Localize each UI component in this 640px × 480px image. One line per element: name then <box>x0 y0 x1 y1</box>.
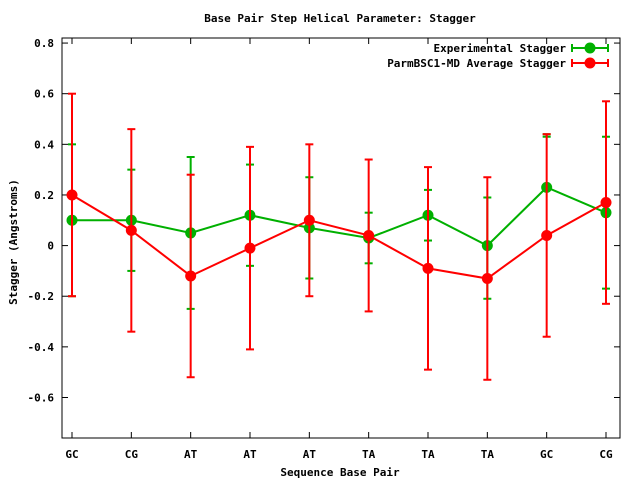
y-tick-label: -0.6 <box>28 391 55 404</box>
series-line <box>71 194 607 280</box>
data-point <box>481 273 493 285</box>
x-ticks: GC CG AT AT AT TA TA TA GC CG <box>65 38 613 461</box>
y-axis-label: Stagger (Angstroms) <box>7 179 20 305</box>
chart-title: Base Pair Step Helical Parameter: Stagge… <box>204 12 476 25</box>
x-tick-label: TA <box>481 448 495 461</box>
x-tick-label: GC <box>65 448 78 461</box>
data-point <box>303 214 315 226</box>
data-point <box>422 262 434 274</box>
x-tick-label: AT <box>184 448 198 461</box>
x-tick-label: TA <box>362 448 376 461</box>
data-point <box>125 224 137 236</box>
legend-label: Experimental Stagger <box>434 42 567 55</box>
series-1 <box>66 92 612 381</box>
data-point <box>244 242 256 254</box>
legend-label: ParmBSC1-MD Average Stagger <box>387 57 566 70</box>
x-axis-label: Sequence Base Pair <box>280 466 400 479</box>
series-line <box>72 186 607 247</box>
y-tick-label: 0.8 <box>34 37 54 50</box>
data-point <box>363 229 375 241</box>
data-point <box>600 197 612 209</box>
x-tick-label: GC <box>540 448 553 461</box>
series-layer <box>66 92 612 381</box>
data-point <box>185 270 197 282</box>
legend: Experimental Stagger ParmBSC1-MD Average … <box>387 42 609 70</box>
x-tick-label: TA <box>421 448 435 461</box>
y-tick-label: -0.2 <box>28 290 55 303</box>
legend-swatch-point <box>584 42 596 54</box>
x-tick-label: CG <box>125 448 139 461</box>
legend-swatch-point <box>584 57 596 69</box>
y-tick-label: -0.4 <box>28 341 55 354</box>
x-tick-label: CG <box>599 448 613 461</box>
y-tick-label: 0.4 <box>34 138 54 151</box>
y-tick-label: 0.2 <box>34 189 54 202</box>
data-point <box>541 229 553 241</box>
series-0 <box>66 133 612 310</box>
y-tick-label: 0 <box>47 240 54 253</box>
x-tick-label: AT <box>243 448 257 461</box>
data-point <box>66 189 78 201</box>
y-ticks: -0.6 -0.4 -0.2 0 0.2 0.4 0.6 0.8 <box>28 37 620 404</box>
x-tick-label: AT <box>303 448 317 461</box>
y-tick-label: 0.6 <box>34 88 54 101</box>
plot-frame <box>61 37 621 439</box>
